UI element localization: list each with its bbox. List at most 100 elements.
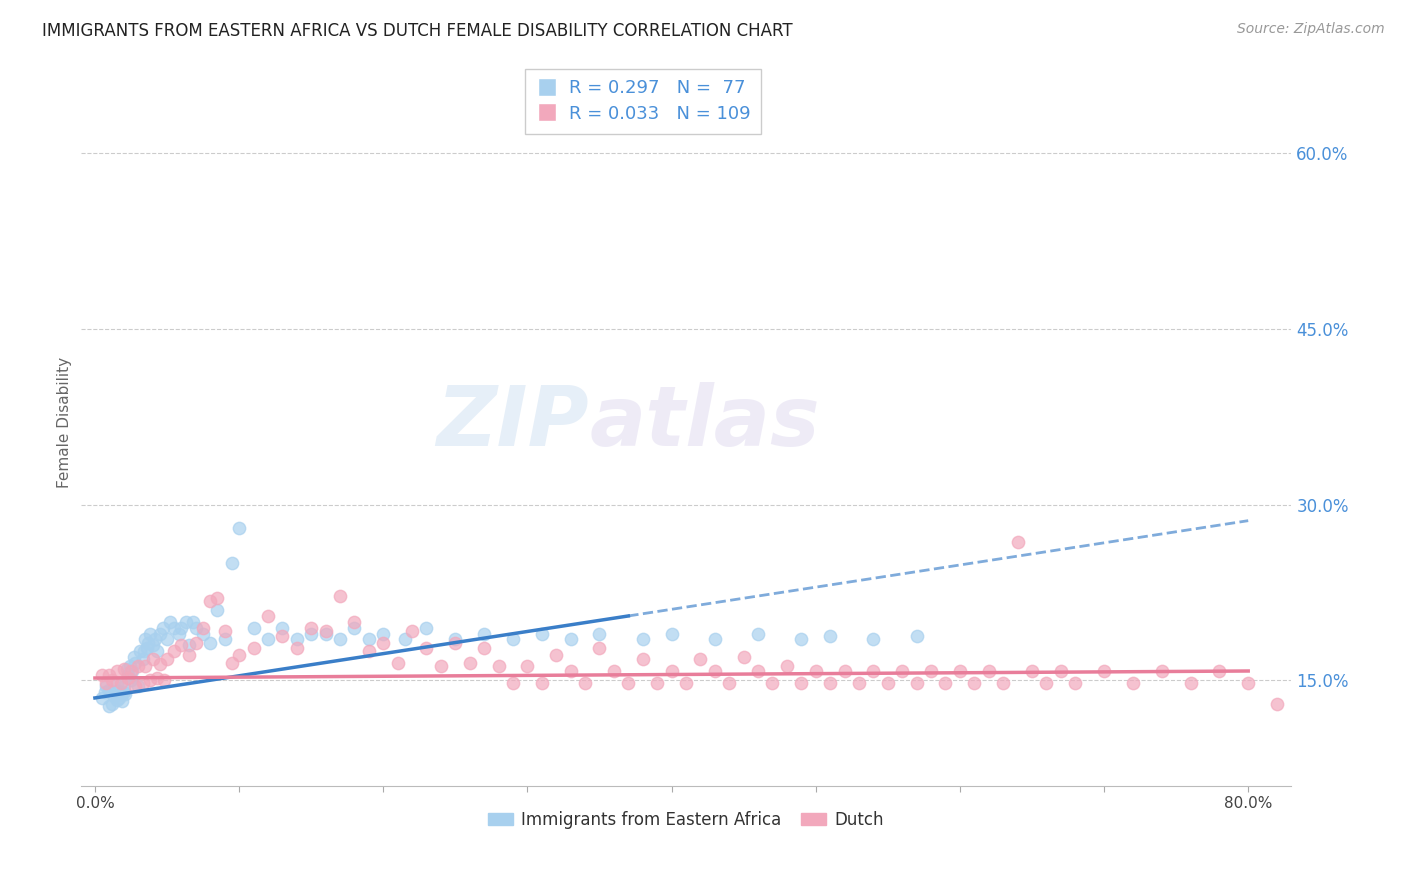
Point (560, 664, 582, 678)
Point (103, 689, 125, 703)
Point (718, 675, 741, 690)
Point (818, 675, 841, 690)
Point (121, 664, 143, 678)
Point (963, 675, 986, 690)
Point (645, 675, 668, 690)
Point (430, 659, 453, 673)
Point (105, 664, 128, 678)
Point (122, 649, 145, 664)
Point (790, 675, 813, 690)
Point (631, 652, 654, 666)
Point (98, 682, 121, 697)
Point (105, 693, 128, 707)
Point (1353, 664, 1375, 678)
Point (661, 664, 683, 678)
Point (108, 690, 131, 705)
Point (112, 662, 135, 676)
Point (207, 591, 229, 606)
Point (91, 690, 114, 705)
Point (271, 621, 294, 635)
Point (299, 621, 322, 635)
Point (127, 679, 149, 693)
Text: atlas: atlas (589, 382, 820, 463)
Point (905, 675, 928, 690)
Point (1007, 535, 1029, 549)
Point (1122, 675, 1144, 690)
Point (120, 664, 142, 678)
Point (128, 644, 150, 658)
Point (146, 671, 169, 685)
Point (631, 632, 654, 647)
Point (472, 640, 495, 655)
Point (101, 673, 124, 688)
Point (124, 656, 146, 670)
Point (107, 684, 129, 698)
Point (242, 640, 264, 655)
Point (214, 632, 236, 647)
Point (588, 640, 610, 655)
Point (221, 656, 243, 670)
Point (131, 652, 153, 666)
Point (101, 697, 124, 711)
Point (221, 556, 243, 570)
Point (588, 626, 610, 640)
Point (458, 656, 481, 670)
Point (181, 615, 204, 629)
Point (200, 636, 222, 650)
Point (214, 624, 236, 639)
Point (228, 648, 250, 662)
Point (343, 621, 366, 635)
Point (163, 644, 186, 658)
Point (112, 679, 135, 693)
Point (387, 656, 409, 670)
Point (242, 621, 264, 635)
Point (862, 632, 884, 647)
Point (862, 664, 884, 678)
Point (110, 675, 132, 690)
Point (1035, 675, 1057, 690)
Point (876, 675, 898, 690)
Point (761, 675, 783, 690)
Point (142, 652, 165, 666)
Point (134, 659, 156, 673)
Text: IMMIGRANTS FROM EASTERN AFRICA VS DUTCH FEMALE DISABILITY CORRELATION CHART: IMMIGRANTS FROM EASTERN AFRICA VS DUTCH … (42, 22, 793, 40)
Point (394, 632, 416, 647)
Point (991, 675, 1014, 690)
Point (329, 632, 352, 647)
Point (891, 664, 914, 678)
Point (135, 640, 157, 655)
Point (1049, 664, 1071, 678)
Point (516, 659, 538, 673)
Point (170, 638, 193, 652)
Point (120, 673, 142, 688)
Text: ZIP: ZIP (436, 382, 589, 463)
Point (1021, 664, 1043, 678)
Point (920, 664, 942, 678)
Point (1064, 675, 1087, 690)
Point (145, 632, 167, 647)
Point (574, 675, 596, 690)
Point (146, 644, 169, 658)
Point (156, 652, 179, 666)
Point (285, 640, 308, 655)
Point (96, 675, 118, 690)
Point (118, 659, 141, 673)
Point (1150, 664, 1173, 678)
Point (167, 626, 190, 640)
Point (142, 638, 165, 652)
Point (98, 699, 121, 714)
Point (177, 638, 200, 652)
Point (661, 626, 683, 640)
Point (1208, 664, 1230, 678)
Point (117, 671, 139, 685)
Point (733, 649, 755, 664)
Point (934, 675, 956, 690)
Point (94, 685, 117, 699)
Point (138, 626, 160, 640)
Point (138, 673, 160, 688)
Point (315, 624, 337, 639)
Point (96, 679, 118, 693)
Point (502, 632, 524, 647)
Point (689, 652, 711, 666)
Point (170, 621, 193, 635)
